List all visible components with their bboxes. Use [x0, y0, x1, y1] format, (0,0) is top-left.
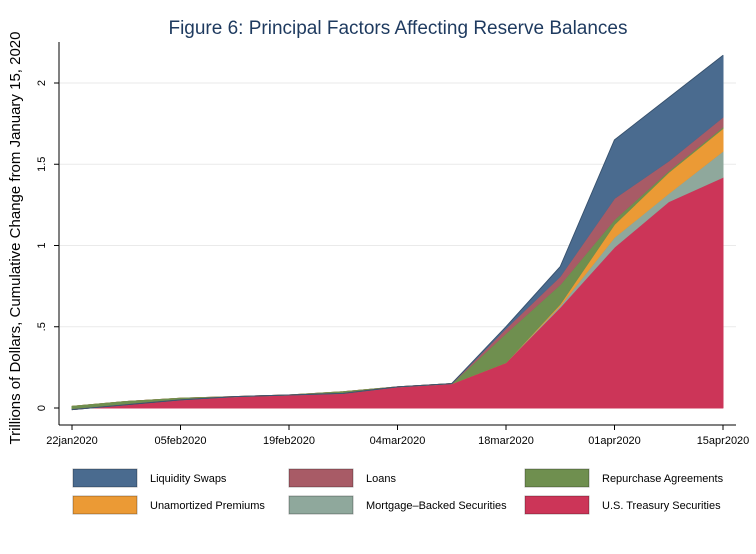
x-tick-label: 15apr2020	[697, 435, 750, 447]
x-tick-label: 05feb2020	[155, 435, 207, 447]
y-tick-label: 0	[36, 405, 48, 411]
x-tick-label: 22jan2020	[46, 435, 97, 447]
legend-label: U.S. Treasury Securities	[602, 500, 721, 512]
legend-item: Repurchase Agreements	[524, 468, 724, 488]
legend-item: Loans	[288, 468, 396, 488]
legend-item: U.S. Treasury Securities	[524, 495, 721, 515]
x-tick-label: 19feb2020	[263, 435, 315, 447]
legend-swatch	[72, 495, 138, 515]
y-tick-label: 2	[36, 80, 48, 86]
chart-title: Figure 6: Principal Factors Affecting Re…	[168, 18, 627, 39]
legend-label: Loans	[366, 473, 396, 485]
y-tick-label: 1.5	[36, 157, 48, 172]
y-tick-label: 1	[36, 242, 48, 248]
legend-label: Unamortized Premiums	[150, 500, 265, 512]
area-liquidity-swaps	[71, 54, 724, 411]
legend-item: Mortgage–Backed Securities	[288, 495, 507, 515]
x-tick-label: 18mar2020	[478, 435, 534, 447]
area-outline	[71, 55, 724, 411]
legend-label: Mortgage–Backed Securities	[366, 500, 507, 512]
legend-swatch	[288, 495, 354, 515]
y-axis-label: Trillions of Dollars, Cumulative Change …	[7, 32, 24, 445]
legend-swatch	[72, 468, 138, 488]
x-tick-label: 01apr2020	[588, 435, 641, 447]
y-tick-label: .5	[36, 322, 48, 331]
legend-swatch	[524, 468, 590, 488]
legend-label: Liquidity Swaps	[150, 473, 227, 485]
x-tick-label: 04mar2020	[370, 435, 426, 447]
legend-label: Repurchase Agreements	[602, 473, 724, 485]
legend-item: Unamortized Premiums	[72, 495, 265, 515]
legend-item: Liquidity Swaps	[72, 468, 227, 488]
legend-swatch	[524, 495, 590, 515]
legend-swatch	[288, 468, 354, 488]
